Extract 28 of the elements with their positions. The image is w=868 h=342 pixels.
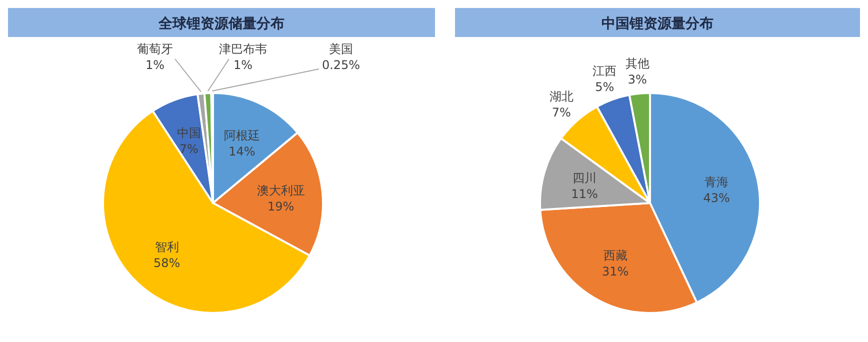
slice-label: 湖北 (549, 89, 574, 104)
data-label: 7% (179, 142, 198, 156)
data-label: 3% (628, 72, 647, 87)
slice-label: 青海 (704, 175, 729, 190)
slice-label: 津巴布韦 (219, 42, 267, 56)
slice-label: 澳大利亚 (256, 183, 305, 198)
data-label: 1% (145, 58, 165, 72)
slice-label: 阿根廷 (224, 128, 260, 142)
slice-label: 智利 (154, 240, 179, 254)
slice-label: 西藏 (603, 248, 628, 263)
data-label: 58% (153, 256, 180, 270)
slice-label: 其他 (625, 56, 650, 71)
chart-title: 全球锂资源储量分布 (158, 16, 284, 32)
slice-label: 美国 (329, 42, 353, 56)
chart-title: 中国锂资源量分布 (602, 16, 714, 32)
data-label: 43% (703, 191, 730, 206)
data-label: 14% (228, 144, 256, 158)
slice-label: 葡萄牙 (137, 42, 173, 56)
data-label: 5% (595, 80, 614, 94)
data-label: 7% (552, 105, 571, 120)
data-label: 0.25% (322, 58, 360, 72)
slice-label: 江西 (592, 64, 617, 78)
data-label: 11% (571, 186, 598, 201)
data-label: 31% (602, 264, 629, 279)
data-label: 19% (268, 199, 294, 214)
slice-label: 中国 (176, 126, 201, 140)
slice-label: 四川 (572, 170, 597, 185)
data-label: 1% (233, 58, 253, 72)
